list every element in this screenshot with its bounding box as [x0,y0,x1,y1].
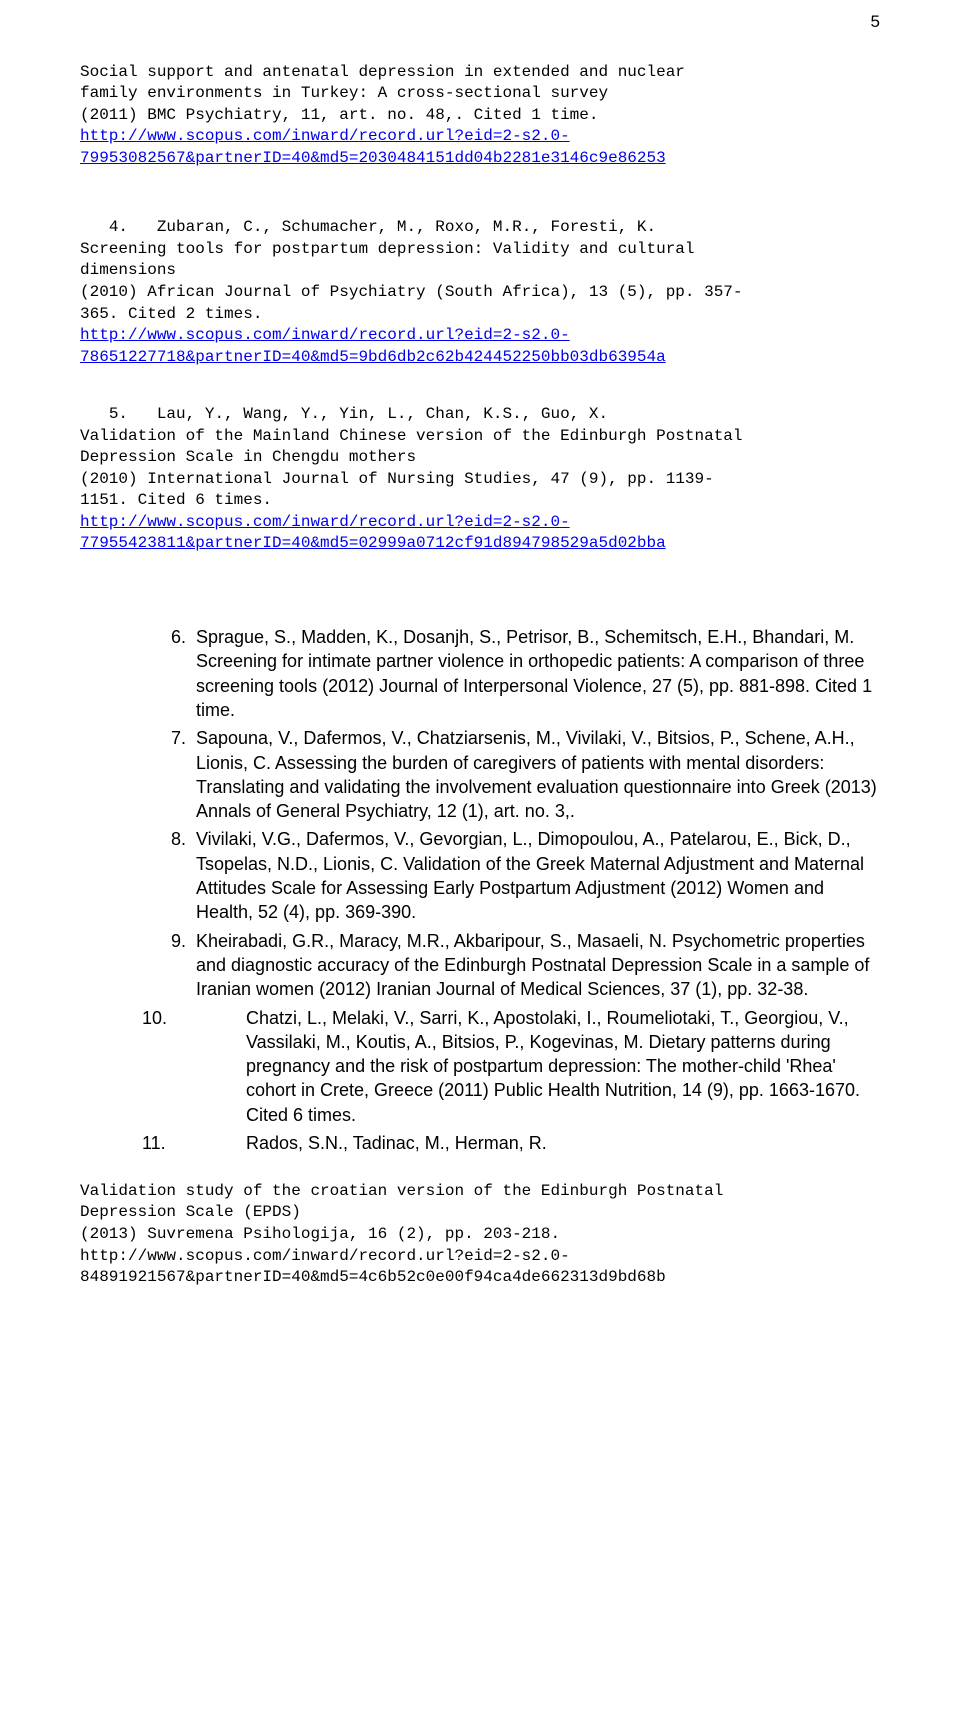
ref-authors: Lau, Y., Wang, Y., Yin, L., Chan, K.S., … [157,405,608,423]
ref-url-line: http://www.scopus.com/inward/record.url?… [80,1247,570,1265]
list-item-text: Kheirabadi, G.R., Maracy, M.R., Akbaripo… [196,929,880,1002]
reference-block: 5. Lau, Y., Wang, Y., Yin, L., Chan, K.S… [80,382,880,555]
ref-citation: (2010) African Journal of Psychiatry (So… [80,283,743,301]
ref-url-link[interactable]: 78651227718&partnerID=40&md5=9bd6db2c62b… [80,348,666,366]
ref-title-line: dimensions [80,261,176,279]
list-item-number: 11. [142,1131,246,1155]
list-item-text: Chatzi, L., Melaki, V., Sarri, K., Apost… [246,1006,880,1127]
reference-block: 4. Zubaran, C., Schumacher, M., Roxo, M.… [80,196,880,369]
list-item: 9.Kheirabadi, G.R., Maracy, M.R., Akbari… [142,929,880,1002]
list-item: 11.Rados, S.N., Tadinac, M., Herman, R. [142,1131,880,1155]
ref-url-link[interactable]: 79953082567&partnerID=40&md5=2030484151d… [80,149,666,167]
ref-citation: (2010) International Journal of Nursing … [80,470,714,488]
ref-authors: Zubaran, C., Schumacher, M., Roxo, M.R.,… [157,218,656,236]
ref-citation: 1151. Cited 6 times. [80,491,272,509]
list-item: 6.Sprague, S., Madden, K., Dosanjh, S., … [142,625,880,722]
page-number: 5 [871,12,880,32]
reference-block: Social support and antenatal depression … [80,40,880,170]
ref-url-line: 84891921567&partnerID=40&md5=4c6b52c0e00… [80,1268,666,1286]
list-item-text: Vivilaki, V.G., Dafermos, V., Gevorgian,… [196,827,880,924]
list-item: 8.Vivilaki, V.G., Dafermos, V., Gevorgia… [142,827,880,924]
ref-title-line: Screening tools for postpartum depressio… [80,240,695,258]
ref-citation: 365. Cited 2 times. [80,305,262,323]
list-item-number: 6. [142,625,196,722]
list-item: 7.Sapouna, V., Dafermos, V., Chatziarsen… [142,726,880,823]
ref-citation: (2013) Suvremena Psihologija, 16 (2), pp… [80,1225,560,1243]
ref-citation: (2011) BMC Psychiatry, 11, art. no. 48,.… [80,106,598,124]
ref-url-link[interactable]: http://www.scopus.com/inward/record.url?… [80,513,570,531]
ref-url-link[interactable]: http://www.scopus.com/inward/record.url?… [80,127,570,145]
list-item-number: 10. [142,1006,246,1127]
ref-number: 5. [109,405,128,423]
ref-title-line: Validation study of the croatian version… [80,1182,723,1200]
list-item: 10.Chatzi, L., Melaki, V., Sarri, K., Ap… [142,1006,880,1127]
ref-title-line: family environments in Turkey: A cross-s… [80,84,608,102]
list-item-number: 7. [142,726,196,823]
list-item-text: Rados, S.N., Tadinac, M., Herman, R. [246,1131,880,1155]
list-item-number: 8. [142,827,196,924]
ref-title-line: Social support and antenatal depression … [80,63,685,81]
ref-url-link[interactable]: http://www.scopus.com/inward/record.url?… [80,326,570,344]
ref-url-link[interactable]: 77955423811&partnerID=40&md5=02999a0712c… [80,534,666,552]
ref-title-line: Validation of the Mainland Chinese versi… [80,427,743,445]
ref-title-line: Depression Scale (EPDS) [80,1203,301,1221]
list-item-number: 9. [142,929,196,1002]
list-item-text: Sprague, S., Madden, K., Dosanjh, S., Pe… [196,625,880,722]
sans-reference-list: 6.Sprague, S., Madden, K., Dosanjh, S., … [80,625,880,1155]
list-item-text: Sapouna, V., Dafermos, V., Chatziarsenis… [196,726,880,823]
reference-block: Validation study of the croatian version… [80,1159,880,1289]
ref-number: 4. [109,218,128,236]
ref-title-line: Depression Scale in Chengdu mothers [80,448,416,466]
